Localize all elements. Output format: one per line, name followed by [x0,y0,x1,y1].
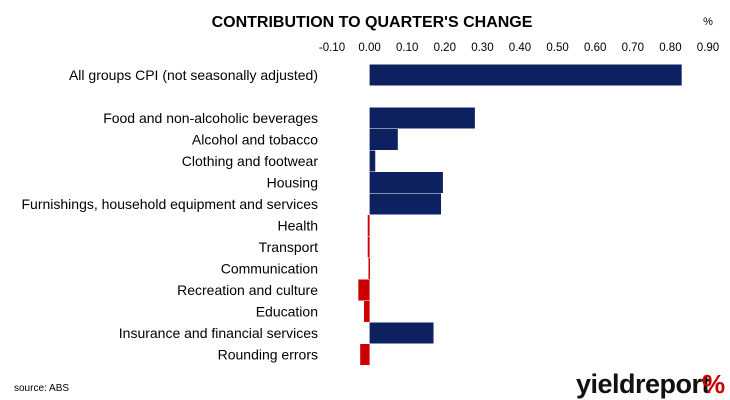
x-tick-label: 0.70 [622,42,644,54]
chart-title: CONTRIBUTION TO QUARTER'S CHANGE [212,14,533,31]
x-tick-label: 0.80 [659,42,681,54]
category-label: Alcohol and tobacco [192,132,318,148]
x-tick-label: 0.00 [358,42,380,54]
bar [369,193,442,215]
bar [369,150,376,172]
category-label: Insurance and financial services [119,325,318,341]
bar [369,322,434,344]
category-label: Recreation and culture [177,282,318,298]
x-tick-label: 0.20 [434,42,456,54]
x-tick-label: -0.10 [319,42,345,54]
bar [369,64,682,86]
unit-label: % [703,16,713,28]
category-label: Housing [267,175,318,191]
category-label: Transport [259,239,319,255]
x-tick-label: 0.60 [584,42,606,54]
bar [363,301,370,322]
bar [368,258,370,279]
bar [360,344,370,365]
bar [367,236,370,258]
bar [367,215,370,236]
bar [369,172,443,193]
bar [369,129,398,150]
source-note: source: ABS [14,383,69,394]
bar [369,107,475,129]
category-label: Food and non-alcoholic beverages [103,110,318,126]
logo-percent-symbol: % [702,369,725,399]
category-label: Clothing and footwear [182,153,319,169]
bar [358,279,370,301]
category-label: All groups CPI (not seasonally adjusted) [69,67,318,83]
logo-text: yieldreport [576,369,711,399]
x-axis-ticks: -0.10 0.00 0.10 0.20 0.30 0.40 0.50 0.60 0.70 0.8… [319,42,719,54]
category-label: Education [256,304,318,320]
yieldreport-logo: yieldreport % [576,369,725,399]
x-tick-label: 0.50 [546,42,568,54]
x-tick-label: 0.90 [697,42,719,54]
x-tick-label: 0.30 [471,42,493,54]
category-label: Furnishings, household equipment and ser… [21,196,318,212]
category-label: Rounding errors [218,347,318,363]
category-label: Communication [221,261,318,277]
x-tick-label: 0.40 [509,42,531,54]
category-label: Health [278,218,318,234]
bars [358,64,682,365]
category-labels: All groups CPI (not seasonally adjusted)… [21,67,318,363]
x-tick-label: 0.10 [396,42,418,54]
